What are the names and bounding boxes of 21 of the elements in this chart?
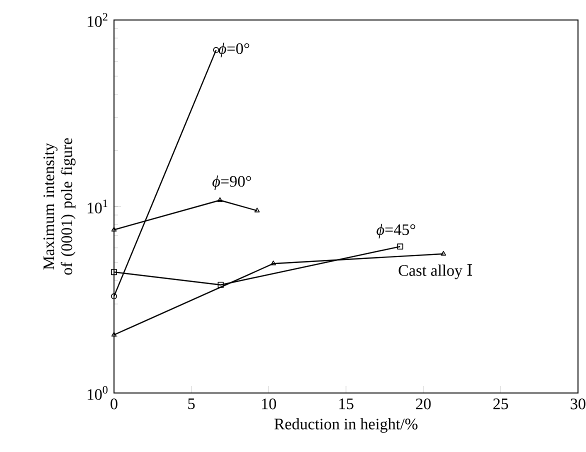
x-tick-label: 20 — [416, 398, 431, 410]
y-tick-label: 10$^{1}$ — [88, 200, 108, 214]
point — [397, 244, 404, 250]
x-axis-title: Reduction in height/% — [274, 418, 418, 433]
point — [218, 282, 224, 288]
series-label: ϕ=90° — [212, 176, 252, 190]
x-tick-label: 30 — [570, 398, 586, 410]
y-axis-title: Maximum intensity of (0001) pole figure — [43, 138, 76, 275]
y-tick-label: 10$^{2}$ — [88, 13, 108, 27]
series-label: ϕ=0° — [218, 42, 250, 58]
x-tick-label: 25 — [493, 398, 508, 410]
point — [217, 197, 223, 202]
series-label: ϕ=45° — [376, 224, 416, 238]
point — [270, 260, 276, 266]
point — [111, 269, 118, 276]
series-label: Cast alloy Ⅰ — [398, 264, 472, 280]
y-tick-label: 10$^{0}$ — [88, 386, 108, 400]
x-tick-label: 15 — [339, 398, 354, 410]
x-tick-label: 10 — [262, 398, 276, 410]
x-tick-label: 0 — [110, 398, 118, 410]
x-tick-label: 5 — [188, 398, 195, 410]
